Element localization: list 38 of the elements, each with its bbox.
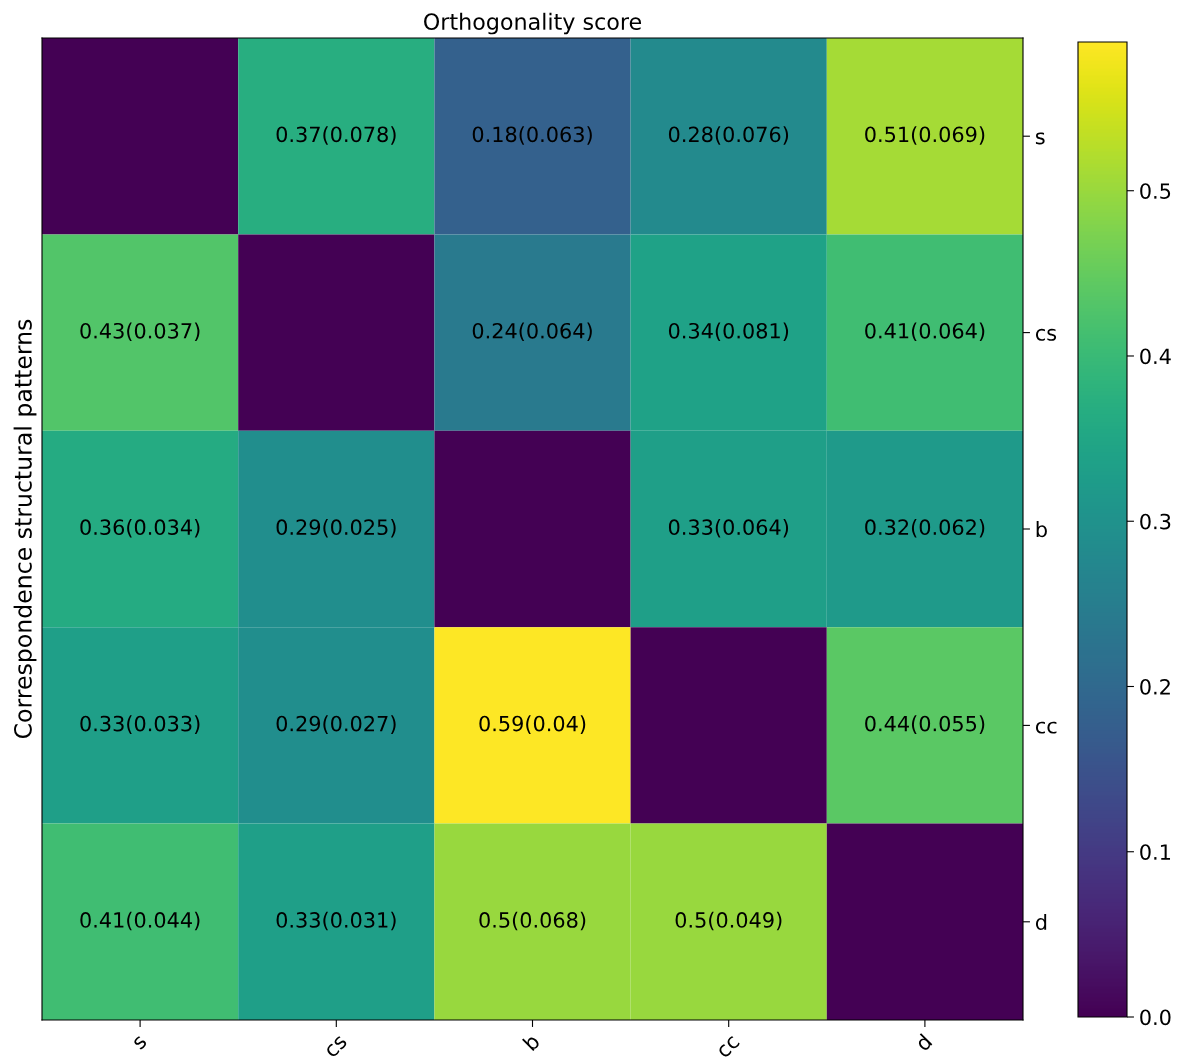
data-label: 0.5(0.068) [479, 911, 586, 931]
x-tick-label: d [913, 1033, 933, 1052]
x-tick-label: s [132, 1035, 148, 1051]
color-bar-label: 0.2 [1140, 678, 1170, 695]
y-axis-title: Correspondence structural patterns [13, 319, 37, 739]
x-tick-label: cs [325, 1035, 348, 1059]
color-bar-label: 0.1 [1140, 844, 1171, 860]
data-label: 0.18(0.063) [472, 126, 592, 145]
chart-title: Orthogonality score [424, 12, 642, 35]
data-label: 0.34(0.081) [668, 322, 789, 342]
x-tick-label: b [522, 1032, 541, 1052]
data-label: 0.41(0.064) [865, 322, 985, 342]
color-bar-label: 0.4 [1140, 348, 1171, 365]
data-label: 0.51(0.069) [865, 126, 985, 145]
data-label: 0.37(0.078) [276, 126, 396, 145]
data-label: 0.44(0.055) [865, 715, 985, 734]
color-bar-label: 0.3 [1140, 513, 1171, 530]
y-tick-label: d [1035, 913, 1047, 931]
data-label: 0.24(0.064) [472, 322, 592, 342]
data-label: 0.33(0.031) [276, 911, 396, 931]
data-label: 0.59(0.04) [479, 715, 586, 734]
y-tick-label: b [1036, 521, 1047, 538]
data-label: 0.5(0.049) [675, 911, 782, 931]
data-label: 0.29(0.025) [276, 518, 396, 538]
data-label: 0.33(0.033) [80, 715, 200, 734]
data-label: 0.36(0.034) [80, 518, 200, 538]
y-tick-label: cc [1035, 721, 1057, 734]
data-label: 0.41(0.044) [80, 911, 200, 931]
y-tick-label: cs [1035, 328, 1057, 341]
data-label: 0.28(0.076) [668, 126, 789, 145]
data-label: 0.33(0.064) [668, 518, 789, 538]
data-label: 0.43(0.037) [80, 322, 200, 342]
data-label: 0.32(0.062) [865, 518, 985, 538]
y-tick-label: s [1035, 132, 1045, 145]
data-label: 0.29(0.027) [276, 715, 396, 734]
x-tick-label: cc [717, 1035, 741, 1059]
color-bar-label: 0.5 [1140, 183, 1171, 199]
color-bar-label: 0.0 [1140, 1009, 1171, 1026]
